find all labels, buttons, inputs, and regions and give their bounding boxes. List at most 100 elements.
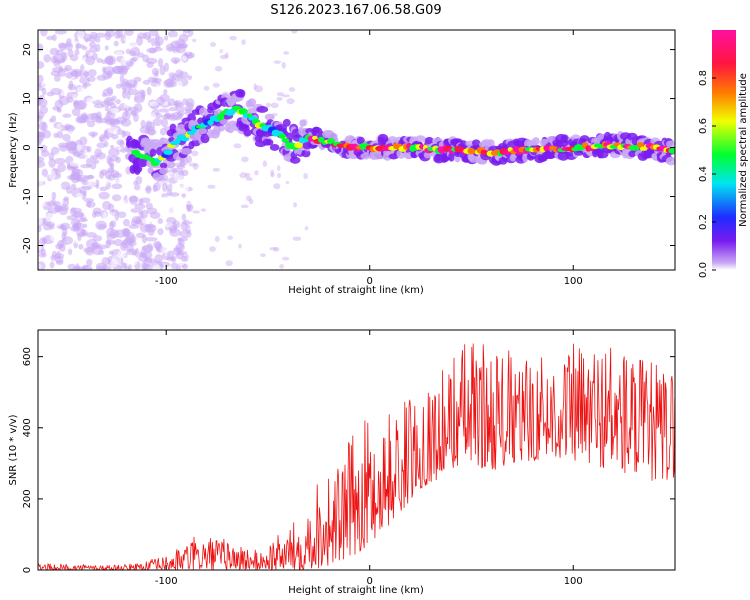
heatmap-noise-cell: [188, 226, 197, 231]
colorbar-tick-label: 0.6: [698, 118, 709, 134]
heatmap-noise-cell: [254, 170, 259, 176]
heatmap-noise-cell: [219, 54, 229, 60]
heatmap-noise-cell: [188, 162, 198, 167]
heatmap-noise-cell: [253, 83, 257, 90]
heatmap-ridge-cell: [237, 89, 246, 98]
heatmap-noise-cell: [135, 232, 146, 239]
heatmap-noise-cell: [141, 251, 153, 260]
heatmap-noise-cell: [153, 240, 162, 249]
heatmap-noise-cell: [90, 132, 96, 138]
colorbar: 0.0 0.2 0.4 0.6 0.8 Normalized spectral ampl…: [698, 30, 749, 278]
heatmap-noise-cell: [98, 191, 110, 200]
heatmap-noise-cell: [304, 226, 309, 231]
heatmap-noise-cell: [150, 37, 156, 47]
heatmap-noise-cell: [90, 242, 99, 250]
heatmap-noise-cell: [40, 30, 48, 37]
heatmap-noise-cell: [152, 264, 161, 270]
heatmap-noise-cell: [181, 213, 187, 221]
heatmap-noise-cell: [141, 246, 147, 251]
heatmap-noise-cell: [255, 255, 264, 262]
heatmap-noise-cell: [96, 142, 106, 149]
heatmap-noise-cell: [111, 194, 122, 202]
heatmap-ridge-cell: [256, 105, 269, 113]
heatmap-core-cell: [294, 142, 303, 148]
heatmap-noise-cell: [149, 112, 157, 120]
heatmap-noise-cell: [300, 194, 306, 200]
heatmap-noise-cell: [214, 235, 220, 243]
heatmap-noise-cell: [274, 101, 279, 107]
heatmap-noise-cell: [187, 75, 193, 80]
heatmap-noise-cell: [81, 112, 88, 121]
heatmap-noise-cell: [167, 98, 176, 107]
heatmap-noise-cell: [165, 221, 174, 227]
heatmap-noise-cell: [209, 246, 216, 252]
heatmap-noise-cell: [274, 157, 278, 164]
heatmap-noise-cell: [157, 218, 164, 225]
heatmap-noise-cell: [83, 69, 89, 78]
heatmap-noise-cell: [110, 107, 119, 114]
heatmap-noise-cell: [152, 184, 158, 193]
heatmap-core-cell: [278, 133, 286, 139]
spectrogram-x-ticks: -100 0 100: [155, 30, 583, 287]
heatmap-noise-cell: [229, 75, 234, 80]
heatmap-noise-cell: [172, 220, 181, 229]
heatmap-noise-cell: [57, 58, 66, 64]
heatmap-noise-cell: [69, 140, 77, 151]
heatmap-noise-cell: [48, 224, 55, 230]
heatmap-ridge-cell: [448, 152, 455, 162]
heatmap-noise-cell: [256, 72, 263, 78]
heatmap-noise-cell: [304, 64, 310, 70]
heatmap-ridge-cell: [197, 127, 208, 135]
heatmap-noise-cell: [58, 95, 70, 106]
heatmap-noise-cell: [86, 113, 99, 120]
heatmap-noise-cell: [133, 103, 143, 113]
colorbar-tick-label: 0.0: [698, 262, 709, 278]
heatmap-noise-cell: [240, 204, 249, 209]
colorbar-label: Normalized spectral amplitude: [738, 73, 749, 227]
heatmap-noise-cell: [55, 259, 64, 266]
snr-y-tick-label: 0: [22, 567, 33, 573]
heatmap-noise-cell: [117, 65, 129, 75]
heatmap-noise-cell: [38, 225, 42, 233]
heatmap-noise-cell: [51, 115, 57, 123]
snr-panel: -100 0 100 0 200 400 600 Height of straight l…: [8, 329, 676, 596]
heatmap-noise-cell: [227, 235, 234, 240]
heatmap-noise-cell: [301, 225, 309, 229]
colorbar-tick-label: 0.8: [698, 70, 709, 86]
heatmap-noise-cell: [100, 100, 111, 108]
heatmap-noise-cell: [208, 138, 214, 144]
heatmap-core-cell: [207, 119, 214, 126]
heatmap-noise-cell: [165, 81, 178, 88]
heatmap-noise-cell: [248, 212, 257, 219]
heatmap-noise-cell: [281, 94, 291, 98]
heatmap-noise-cell: [185, 201, 194, 205]
heatmap-noise-cell: [253, 66, 258, 71]
heatmap-noise-cell: [113, 40, 119, 47]
heatmap-noise-cell: [291, 219, 295, 225]
heatmap-noise-cell: [248, 198, 254, 205]
heatmap-noise-cell: [98, 182, 108, 187]
heatmap-noise-cell: [285, 180, 290, 185]
heatmap-noise-cell: [224, 52, 229, 58]
heatmap-noise-cell: [130, 110, 138, 117]
heatmap-noise-cell: [53, 201, 61, 206]
heatmap-noise-cell: [200, 208, 207, 212]
heatmap-noise-cell: [163, 62, 170, 72]
heatmap-noise-cell: [128, 257, 138, 266]
snr-series-line: [38, 343, 675, 570]
heatmap-noise-cell: [115, 98, 121, 105]
heatmap-noise-cell: [125, 79, 138, 88]
heatmap-noise-cell: [104, 106, 110, 112]
spectrogram-y-tick-label: 10: [22, 92, 33, 105]
heatmap-noise-cell: [218, 248, 225, 255]
heatmap-noise-cell: [281, 61, 286, 69]
heatmap-ridge-cell: [190, 139, 201, 147]
heatmap-noise-cell: [77, 144, 83, 152]
heatmap-noise-cell: [68, 80, 74, 90]
heatmap-noise-cell: [134, 202, 146, 210]
snr-x-tick-label: -100: [155, 576, 178, 587]
heatmap-noise-cell: [226, 253, 231, 261]
heatmap-noise-cell: [190, 184, 196, 189]
heatmap-noise-cell: [115, 50, 123, 57]
heatmap-noise-cell: [178, 170, 185, 176]
